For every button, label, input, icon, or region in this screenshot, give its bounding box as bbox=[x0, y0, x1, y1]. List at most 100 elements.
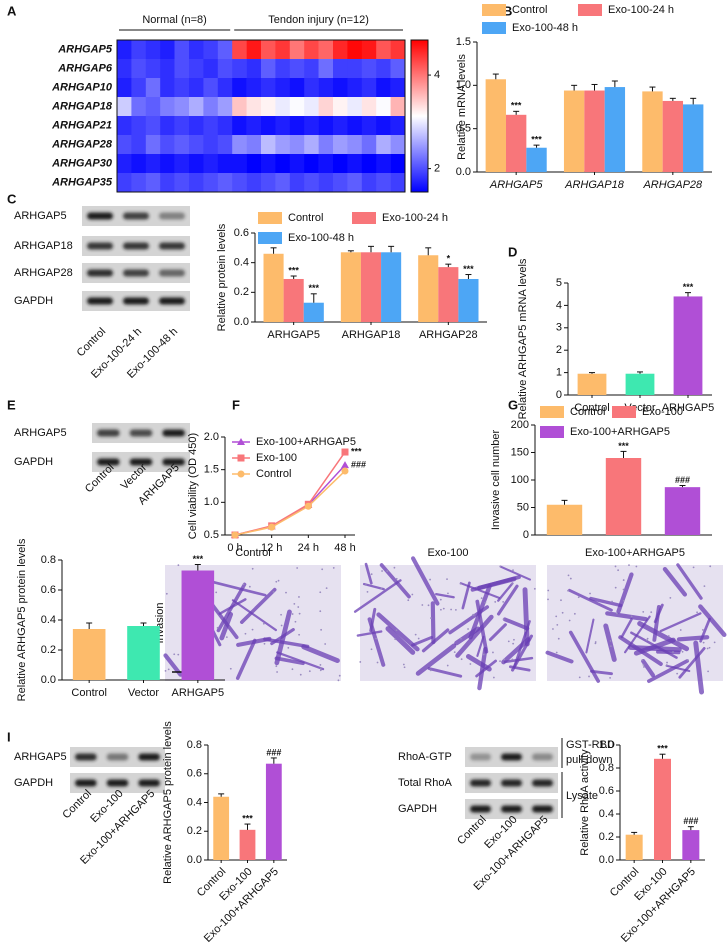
cell bbox=[209, 580, 267, 597]
heat-cell bbox=[376, 173, 391, 193]
pore bbox=[285, 591, 287, 594]
pore bbox=[386, 570, 389, 573]
significance: *** bbox=[618, 441, 629, 451]
heat-cell bbox=[232, 154, 247, 174]
y-tick-label: 0.6 bbox=[187, 768, 202, 780]
legend-swatch bbox=[612, 406, 636, 418]
heat-cell bbox=[318, 97, 334, 117]
cell bbox=[693, 640, 705, 695]
pore bbox=[573, 612, 576, 615]
pore bbox=[706, 647, 709, 650]
heat-cell bbox=[174, 173, 190, 193]
pore bbox=[297, 606, 300, 608]
heat-cell bbox=[174, 59, 190, 79]
significance: *** bbox=[657, 744, 668, 754]
cell bbox=[459, 582, 501, 599]
pore bbox=[429, 578, 431, 581]
blot-band bbox=[106, 779, 129, 787]
heat-cell bbox=[304, 135, 319, 155]
y-tick-label: 0.5 bbox=[204, 529, 219, 541]
pore bbox=[524, 630, 527, 632]
legend-label: Control bbox=[512, 4, 547, 16]
heat-cell bbox=[117, 40, 132, 60]
column-label: Exo-100 bbox=[428, 547, 469, 559]
heat-cell bbox=[217, 40, 233, 60]
cell bbox=[430, 601, 436, 645]
column-label: Control bbox=[235, 547, 270, 559]
heat-cell bbox=[117, 59, 132, 79]
y-tick-label: 2.0 bbox=[204, 431, 219, 443]
x-tick-label: ARHGAP5 bbox=[489, 179, 543, 191]
y-axis-label: Relative mRNA levels bbox=[456, 54, 468, 160]
heat-cell bbox=[289, 154, 305, 174]
pore bbox=[713, 641, 716, 644]
bar bbox=[546, 504, 583, 535]
cell bbox=[362, 582, 385, 591]
significance: *** bbox=[463, 264, 474, 274]
heat-cell bbox=[246, 173, 262, 193]
heat-cell bbox=[145, 116, 161, 136]
pore bbox=[588, 675, 590, 678]
heat-cell bbox=[390, 135, 406, 155]
cell bbox=[647, 659, 689, 684]
heat-cell bbox=[261, 59, 276, 79]
pore bbox=[244, 632, 247, 635]
cell bbox=[427, 667, 463, 678]
cell bbox=[497, 582, 514, 602]
pore bbox=[555, 651, 558, 654]
y-tick-label: 0.4 bbox=[41, 614, 56, 626]
pore bbox=[337, 679, 340, 682]
pore bbox=[324, 643, 327, 645]
blot-band bbox=[97, 458, 120, 466]
heat-cell bbox=[261, 135, 276, 155]
blot-row-label: RhoA-GTP bbox=[398, 751, 452, 763]
heat-cell bbox=[261, 116, 276, 136]
heat-cell bbox=[160, 59, 175, 79]
blot-band bbox=[87, 242, 113, 250]
heat-cell bbox=[189, 59, 204, 79]
x-tick-label: ARHGAP28 bbox=[642, 179, 703, 191]
y-tick-label: 0 bbox=[556, 389, 562, 401]
pore bbox=[393, 566, 396, 569]
pore bbox=[707, 670, 709, 673]
heat-cell bbox=[390, 154, 406, 174]
blot-row-label: ARHGAP5 bbox=[14, 427, 67, 439]
y-tick-label: 3 bbox=[556, 322, 562, 334]
pore bbox=[622, 599, 625, 602]
pore bbox=[293, 602, 296, 605]
marker bbox=[341, 448, 349, 456]
pore bbox=[446, 664, 449, 667]
pore bbox=[319, 610, 322, 613]
y-tick-label: 0.8 bbox=[187, 739, 202, 751]
pore bbox=[555, 615, 558, 618]
significance: *** bbox=[242, 813, 253, 823]
panel-label: F bbox=[232, 397, 240, 412]
heat-cell bbox=[246, 78, 262, 98]
pore bbox=[480, 597, 483, 600]
y-tick-label: 1.0 bbox=[599, 739, 614, 751]
y-tick-label: 0.4 bbox=[234, 257, 249, 269]
x-tick-label: 12 h bbox=[261, 542, 282, 554]
row-label: ARHGAP10 bbox=[51, 81, 113, 93]
pore bbox=[442, 607, 445, 610]
heat-cell bbox=[160, 173, 175, 193]
heat-cell bbox=[131, 97, 147, 117]
blot-row-label: GAPDH bbox=[14, 295, 53, 307]
pore bbox=[472, 613, 475, 616]
blot-band bbox=[162, 429, 185, 437]
pore bbox=[703, 585, 706, 588]
significance: ### bbox=[351, 459, 366, 469]
y-tick-label: 0.2 bbox=[41, 644, 56, 656]
pore bbox=[512, 642, 515, 645]
pore bbox=[702, 641, 705, 644]
heat-cell bbox=[318, 40, 334, 60]
cell bbox=[665, 664, 691, 673]
series-line bbox=[234, 451, 346, 536]
bar bbox=[72, 629, 106, 680]
legend-label: Exo-100-24 h bbox=[382, 212, 448, 224]
pore bbox=[665, 664, 668, 666]
cell bbox=[502, 617, 530, 631]
heat-cell bbox=[217, 78, 233, 98]
y-tick-label: 200 bbox=[511, 419, 529, 431]
cell bbox=[411, 556, 440, 606]
